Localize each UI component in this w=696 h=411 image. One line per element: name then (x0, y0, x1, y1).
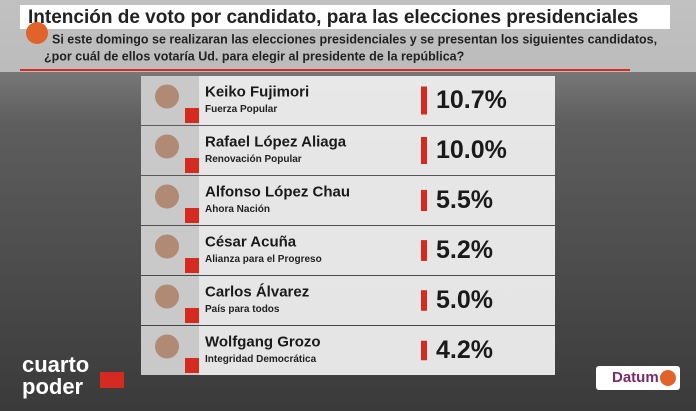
value-label: 10.7% (436, 86, 507, 114)
party-name: Ahora Nación (205, 204, 270, 215)
party-name: Integridad Democrática (205, 354, 317, 365)
source-icon (660, 370, 676, 386)
bar (421, 290, 427, 311)
candidate-name: Carlos Álvarez (205, 283, 309, 300)
photo-face (155, 334, 179, 359)
party-name: Alianza para el Progreso (205, 254, 322, 265)
brand-line: poder (22, 374, 84, 399)
brand-line: cuarto (22, 352, 89, 377)
candidate-name: Wolfgang Grozo (205, 333, 321, 350)
party-name: Renovación Popular (205, 154, 302, 165)
candidate-name: César Acuña (205, 233, 297, 250)
globe-icon (26, 22, 48, 44)
value-label: 5.2% (436, 236, 493, 264)
party-logo (185, 158, 199, 173)
photo-face (155, 84, 179, 109)
value-label: 4.2% (436, 336, 493, 364)
bar (421, 340, 427, 361)
source-badge (596, 366, 680, 390)
question-line: Si este domingo se realizaran las elecci… (52, 32, 657, 46)
candidate-name: Rafael López Aliaga (205, 133, 347, 150)
value-label: 10.0% (436, 136, 507, 164)
photo-face (155, 234, 179, 259)
bar (421, 189, 427, 212)
title: Intención de voto por candidato, para la… (28, 7, 638, 28)
value-label: 5.0% (436, 286, 493, 314)
row (141, 126, 555, 175)
source: Datum (612, 369, 659, 386)
photo-face (155, 184, 179, 209)
party-logo (185, 308, 199, 323)
row (141, 276, 555, 325)
candidate-name: Keiko Fujimori (205, 83, 309, 100)
question-line: ¿por cuál de ellos votaría Ud. para eleg… (44, 49, 464, 63)
party-logo (185, 358, 199, 373)
title-bar (20, 5, 670, 29)
value-label: 5.5% (436, 186, 493, 214)
bar (421, 136, 427, 165)
row (141, 176, 555, 225)
bar (421, 240, 427, 261)
brand-mark (100, 372, 124, 388)
party-logo (185, 258, 199, 273)
row (141, 76, 555, 125)
candidate-name: Alfonso López Chau (205, 183, 350, 200)
bar (421, 86, 427, 115)
photo-face (155, 284, 179, 309)
party-name: País para todos (205, 304, 280, 315)
party-logo (185, 108, 199, 123)
photo-face (155, 134, 179, 159)
party-logo (185, 208, 199, 223)
row (141, 326, 555, 375)
party-name: Fuerza Popular (205, 104, 277, 115)
row (141, 226, 555, 275)
